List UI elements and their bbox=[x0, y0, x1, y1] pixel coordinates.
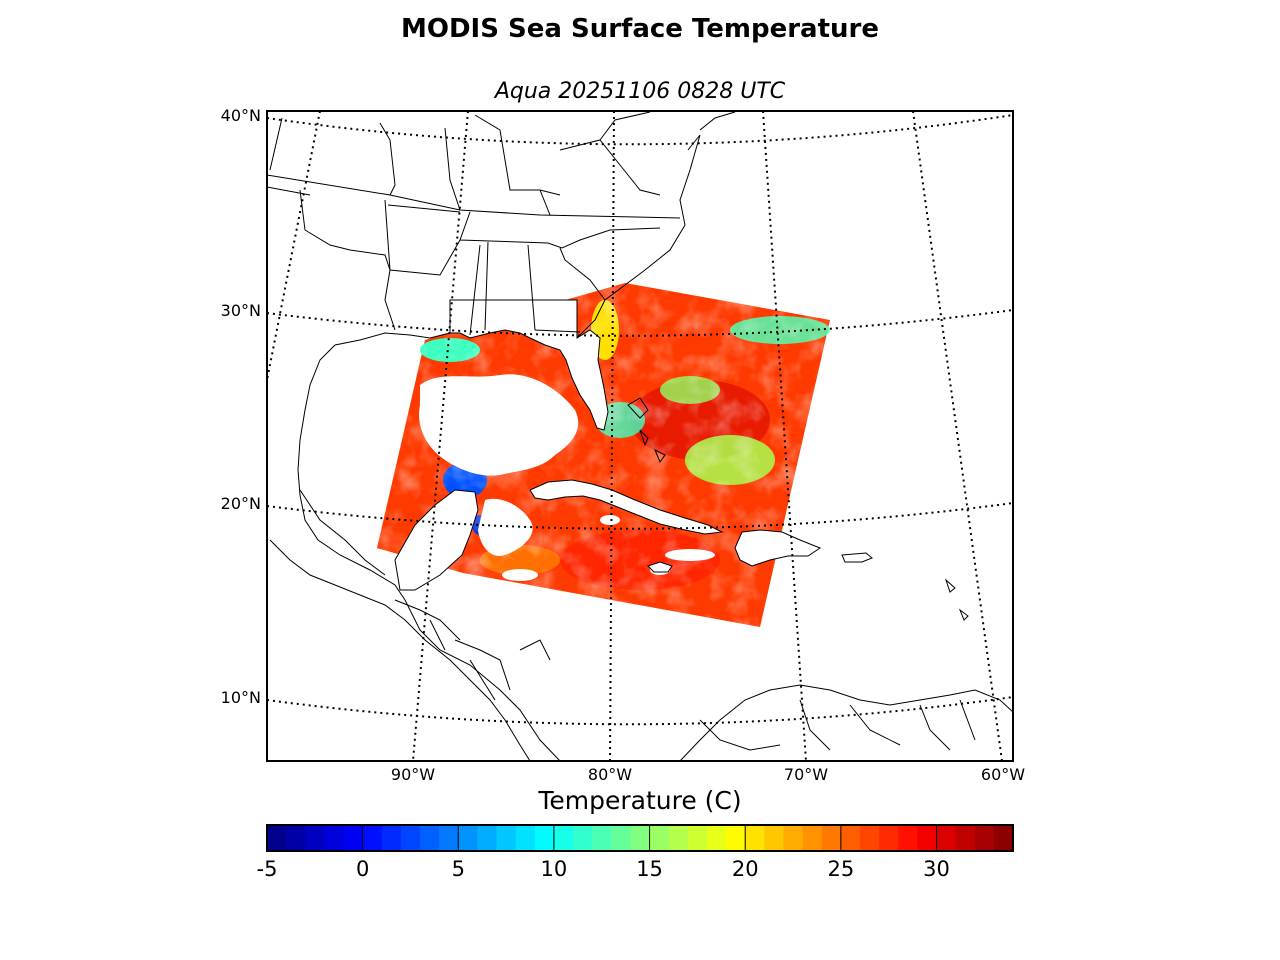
colorbar-segment bbox=[630, 825, 651, 851]
colorbar-segment bbox=[343, 825, 364, 851]
colorbar-tick-label: 20 bbox=[732, 857, 759, 881]
colorbar-segment bbox=[553, 825, 574, 851]
meridian-90w bbox=[412, 111, 469, 761]
central-america-borders bbox=[299, 489, 551, 701]
lat-label: 30°N bbox=[221, 301, 261, 320]
colorbar-segment bbox=[802, 825, 823, 851]
colorbar-segment bbox=[764, 825, 785, 851]
hispaniola-island bbox=[734, 529, 822, 567]
colorbar-segment bbox=[745, 825, 765, 851]
colorbar-label: Temperature (C) bbox=[538, 786, 742, 815]
bahamas-islands bbox=[627, 397, 666, 464]
colorbar-tick-label: -5 bbox=[257, 857, 278, 881]
colorbar-segment bbox=[515, 825, 536, 851]
state-borders bbox=[267, 111, 681, 336]
colorbar-segment bbox=[362, 825, 383, 851]
colorbar-segment bbox=[879, 825, 899, 851]
map-frame bbox=[266, 110, 1014, 762]
south-america-coast bbox=[679, 684, 1013, 761]
colorbar-segment bbox=[496, 825, 517, 851]
colorbar-segment bbox=[706, 825, 727, 851]
colorbar-segments bbox=[267, 825, 1014, 851]
colorbar-segment bbox=[726, 825, 746, 851]
colorbar-segment bbox=[687, 825, 708, 851]
colorbar-segment bbox=[286, 825, 306, 851]
colorbar-frame bbox=[266, 824, 1014, 852]
colorbar-segment bbox=[974, 825, 995, 851]
chart-title: MODIS Sea Surface Temperature bbox=[401, 14, 879, 44]
lon-label: 60°W bbox=[981, 765, 1025, 784]
colorbar-segment bbox=[420, 825, 440, 851]
meridian-80w bbox=[609, 111, 615, 761]
colorbar-segment bbox=[649, 825, 670, 851]
colorbar-segment bbox=[840, 825, 861, 851]
lat-label: 20°N bbox=[221, 494, 261, 513]
colorbar-tick-label: 0 bbox=[356, 857, 369, 881]
colorbar-segment bbox=[400, 825, 421, 851]
colorbar-segment bbox=[993, 825, 1014, 851]
colorbar-segment bbox=[898, 825, 918, 851]
colorbar-segment bbox=[534, 825, 555, 851]
parallel-30n bbox=[267, 309, 1013, 337]
lon-label: 70°W bbox=[784, 765, 828, 784]
colorbar-segment bbox=[267, 825, 287, 851]
coastlines bbox=[267, 111, 1013, 761]
parallel-20n bbox=[267, 502, 1013, 530]
meridian-70w bbox=[762, 111, 807, 761]
colorbar-segment bbox=[458, 825, 479, 851]
colorbar-segment bbox=[381, 825, 402, 851]
lon-label: 80°W bbox=[588, 765, 632, 784]
puerto-rico-island bbox=[841, 552, 873, 563]
latitude-labels: 40°N 30°N 20°N 10°N bbox=[221, 106, 261, 707]
yucatan-peninsula bbox=[394, 489, 479, 591]
longitude-labels: 90°W 80°W 70°W 60°W bbox=[391, 765, 1025, 784]
colorbar-tick-label: 30 bbox=[923, 857, 950, 881]
colorbar-segment bbox=[324, 825, 345, 851]
colorbar-segment bbox=[955, 825, 976, 851]
colorbar-segment bbox=[439, 825, 459, 851]
colorbar-ticks: -5 0 5 10 15 20 25 30 bbox=[257, 825, 950, 881]
small-islands bbox=[944, 578, 969, 621]
colorbar-segment bbox=[783, 825, 804, 851]
colorbar-segment bbox=[859, 825, 880, 851]
colorbar-segment bbox=[477, 825, 498, 851]
colorbar-segment bbox=[305, 825, 325, 851]
meridian-60w bbox=[912, 111, 1003, 761]
graticule bbox=[267, 111, 1013, 761]
colorbar-segment bbox=[917, 825, 938, 851]
colorbar-tick-label: 10 bbox=[541, 857, 568, 881]
colorbar-segment bbox=[821, 825, 842, 851]
chart-subtitle: Aqua 20251106 0828 UTC bbox=[494, 79, 786, 104]
colorbar-segment bbox=[668, 825, 689, 851]
south-america-borders bbox=[699, 699, 976, 751]
colorbar-segment bbox=[936, 825, 957, 851]
us-east-coast bbox=[576, 111, 736, 339]
colorbar-segment bbox=[611, 825, 632, 851]
sst-swath-texture bbox=[377, 283, 830, 627]
colorbar-tick-label: 15 bbox=[636, 857, 663, 881]
cuba-island bbox=[529, 479, 724, 535]
gulf-coast bbox=[297, 332, 561, 761]
colorbar-tick-label: 5 bbox=[452, 857, 465, 881]
jamaica-island bbox=[647, 561, 673, 573]
lon-label: 90°W bbox=[391, 765, 435, 784]
sst-swath bbox=[377, 283, 830, 627]
meridian-95w bbox=[267, 111, 321, 381]
colorbar-segment bbox=[573, 825, 593, 851]
central-america-coast bbox=[269, 539, 531, 761]
colorbar-segment bbox=[592, 825, 612, 851]
lat-label: 40°N bbox=[221, 106, 261, 125]
colorbar-tick-label: 25 bbox=[827, 857, 854, 881]
lat-label: 10°N bbox=[221, 688, 261, 707]
